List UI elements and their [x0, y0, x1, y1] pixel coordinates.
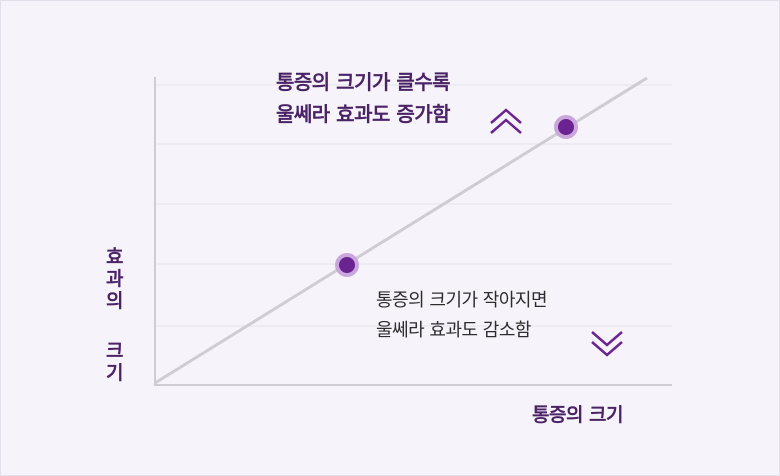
increase-annotation-line1: 통증의 크기가 클수록 [276, 70, 451, 94]
x-axis-label: 통증의 크기 [532, 404, 624, 426]
decrease-annotation-line1: 통증의 크기가 작아지면 [376, 290, 548, 311]
data-point-lower [335, 253, 359, 277]
increase-annotation-line2: 울쎄라 효과도 증가함 [276, 102, 451, 126]
decrease-annotation-line2: 울쎄라 효과도 감소함 [376, 320, 531, 341]
chevron-down-icon [591, 331, 623, 357]
y-axis-label-bottom: 크기 [106, 340, 124, 384]
decrease-annotation: 통증의 크기가 작아지면 울쎄라 효과도 감소함 [376, 286, 548, 346]
data-point-upper [554, 115, 578, 139]
y-axis-label-top: 효과의 [106, 246, 124, 312]
increase-annotation: 통증의 크기가 클수록 울쎄라 효과도 증가함 [276, 66, 451, 130]
chevron-up-icon [490, 108, 522, 134]
